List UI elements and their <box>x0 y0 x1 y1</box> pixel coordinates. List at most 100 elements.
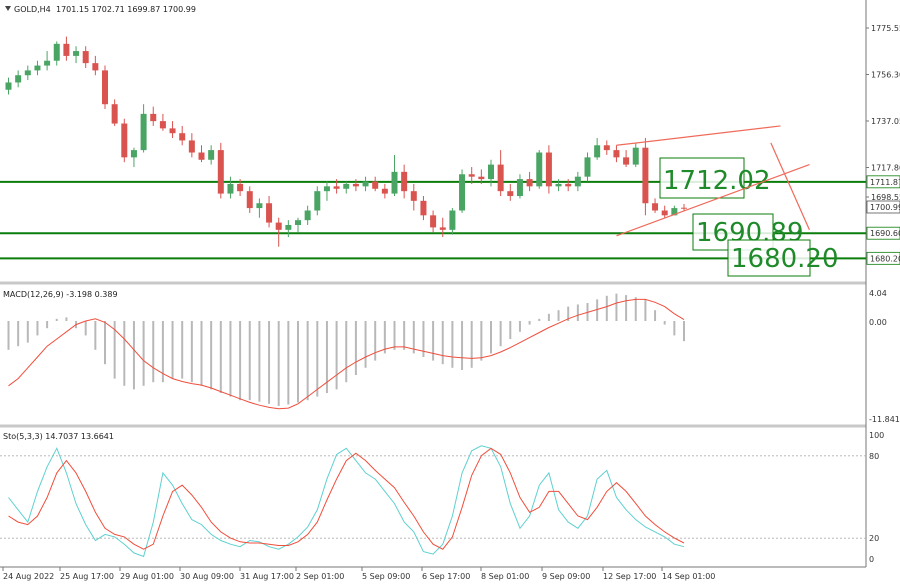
macd-bar <box>403 321 406 350</box>
candle <box>333 179 340 194</box>
time-tick-label: 8 Sep 01:00 <box>481 572 529 581</box>
time-tick: 29 Aug 01:00 <box>119 567 174 581</box>
candle <box>15 70 22 88</box>
dropdown-triangle-icon[interactable] <box>5 6 11 11</box>
stoch-tick-label: 0 <box>869 555 874 564</box>
trendline[interactable] <box>616 125 781 146</box>
price-tick: 1756.30 <box>866 71 900 80</box>
macd-bar <box>644 299 647 321</box>
macd-bar <box>229 321 232 397</box>
candle <box>642 138 649 216</box>
current-price-tag: 1700.99 <box>866 200 900 214</box>
time-tick: 9 Sep 09:00 <box>541 567 590 581</box>
candle <box>179 125 186 146</box>
trendline[interactable] <box>770 142 810 231</box>
candle <box>63 36 70 61</box>
candle <box>188 133 195 158</box>
macd-bar <box>673 321 676 336</box>
macd-bar <box>171 321 174 379</box>
candles <box>5 36 687 247</box>
macd-bar <box>239 321 242 401</box>
macd-bar <box>17 321 20 347</box>
level-tag-text: 1680.20 <box>870 254 900 263</box>
macd-bar <box>248 321 251 401</box>
candle <box>681 203 687 211</box>
chart-header: GOLD,H4 1701.15 1702.71 1699.87 1700.99 <box>5 5 196 14</box>
macd-bar <box>113 321 116 379</box>
macd-bar <box>297 321 299 403</box>
candle <box>304 205 311 225</box>
macd-bar <box>634 297 637 321</box>
macd-bar <box>55 318 58 321</box>
candle <box>401 164 408 199</box>
time-tick: 25 Aug 17:00 <box>59 567 114 581</box>
level-callout[interactable]: 1680.20 <box>727 239 839 277</box>
stoch-signal-line <box>8 447 685 550</box>
candle <box>603 140 610 155</box>
candle <box>574 171 581 192</box>
candle <box>217 142 224 199</box>
candle <box>5 77 12 95</box>
candle <box>92 55 99 76</box>
candle <box>420 196 427 221</box>
macd-bar <box>470 321 473 368</box>
candle <box>208 145 215 165</box>
candle <box>362 176 369 192</box>
macd-bar <box>7 321 10 350</box>
symbol-label: GOLD,H4 <box>14 5 51 14</box>
candle <box>169 121 176 139</box>
macd-bar <box>461 321 464 370</box>
stoch-tick-label: 100 <box>869 431 884 440</box>
candle <box>488 159 494 187</box>
candle <box>468 167 475 184</box>
macd-bar <box>152 321 155 383</box>
time-axis: 24 Aug 2022 25 Aug 17:00 29 Aug 01:00 30 Au… <box>2 567 715 581</box>
price-tick-label: 1737.05 <box>871 117 900 126</box>
time-tick: 24 Aug 2022 <box>2 567 54 581</box>
macd-bar <box>615 293 618 321</box>
candle <box>73 46 80 64</box>
macd-bar <box>567 306 570 321</box>
time-tick-label: 31 Aug 17:00 <box>240 572 294 581</box>
horizontal-levels: 1711.871690.601680.201712.021690.891680.… <box>0 157 900 277</box>
macd-bar <box>210 321 213 390</box>
macd-bar <box>509 321 512 339</box>
macd-tick-label: -11.841 <box>869 415 900 424</box>
macd-bar <box>547 313 550 321</box>
candle <box>140 104 147 153</box>
candle <box>150 106 157 126</box>
price-tick: 1717.80 <box>866 164 900 173</box>
macd-tick-label: 4.04 <box>869 289 887 298</box>
candle <box>159 113 166 131</box>
macd-axis: 4.04 0.00 -11.841 <box>869 289 900 424</box>
trendline[interactable] <box>616 164 810 237</box>
time-tick: 30 Aug 09:00 <box>179 567 234 581</box>
macd-bar <box>654 310 657 321</box>
macd-bar <box>480 321 483 361</box>
macd-histogram <box>7 293 685 406</box>
macd-bar <box>190 321 193 383</box>
level-callout[interactable]: 1712.02 <box>659 157 771 199</box>
level-callout-text: 1680.20 <box>731 244 839 274</box>
macd-bar <box>142 321 145 386</box>
macd-bar <box>422 321 425 357</box>
candle <box>391 154 398 197</box>
macd-bar <box>94 321 97 350</box>
candle <box>410 183 417 211</box>
candle <box>121 118 128 163</box>
candle <box>594 138 601 160</box>
macd-bar <box>663 321 666 325</box>
macd-bar <box>393 321 396 350</box>
price-tick: 1737.05 <box>866 117 900 126</box>
candle <box>565 179 572 192</box>
candle <box>526 171 533 192</box>
current-price-label: 1700.99 <box>870 203 900 212</box>
candle <box>584 152 591 182</box>
price-tick-label: 1698.55 <box>871 193 900 202</box>
candle <box>44 51 51 71</box>
candle <box>130 147 137 168</box>
time-tick: 2 Sep 01:00 <box>295 567 344 581</box>
time-tick-label: 5 Sep 09:00 <box>362 572 410 581</box>
stoch-tick-label: 80 <box>869 452 879 461</box>
